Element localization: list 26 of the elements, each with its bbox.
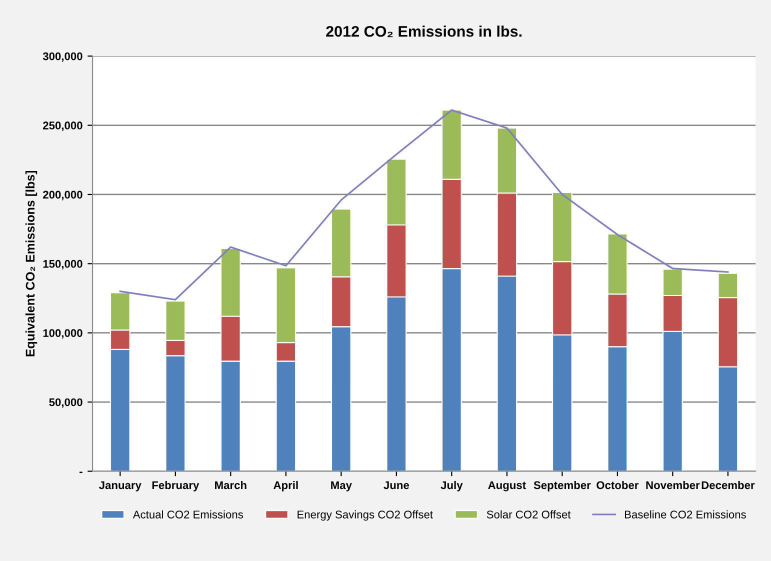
y-tick-label: 150,000 xyxy=(43,260,82,270)
line-series xyxy=(119,109,729,300)
legend-label: Baseline CO2 Emissions xyxy=(624,510,746,518)
legend-label: Solar CO2 Offset xyxy=(486,510,571,518)
legend-label: Energy Savings CO2 Offset xyxy=(298,510,433,521)
y-axis-title: Equivalent CO₂ Emissions [lbs] xyxy=(25,170,38,356)
legend-label: Actual CO2 Emissions xyxy=(132,510,243,518)
x-tick-label: January xyxy=(99,481,142,492)
y-tick-label: 300,000 xyxy=(42,52,82,62)
x-tick-label: September xyxy=(534,480,591,492)
x-tick-label: October xyxy=(596,480,639,490)
y-tick-label: 100,000 xyxy=(43,329,82,339)
x-tick-label: August xyxy=(488,481,526,492)
x-tick-label: November xyxy=(646,480,700,490)
x-tick-label: June xyxy=(384,481,410,490)
y-tick-label: 200,000 xyxy=(43,190,82,200)
x-tick-label: July xyxy=(440,480,463,492)
y-tick-label: 250,000 xyxy=(43,122,82,132)
y-tick-label: - xyxy=(80,472,82,474)
x-tick-label: December xyxy=(702,480,755,490)
x-tick-label: March xyxy=(215,480,246,490)
y-tick-label: 50,000 xyxy=(49,398,82,408)
x-tick-label: May xyxy=(331,481,352,492)
chart-title: 2012 CO₂ Emissions in lbs. xyxy=(326,26,522,38)
x-tick-label: February xyxy=(152,480,200,492)
x-tick-label: April xyxy=(274,480,298,492)
